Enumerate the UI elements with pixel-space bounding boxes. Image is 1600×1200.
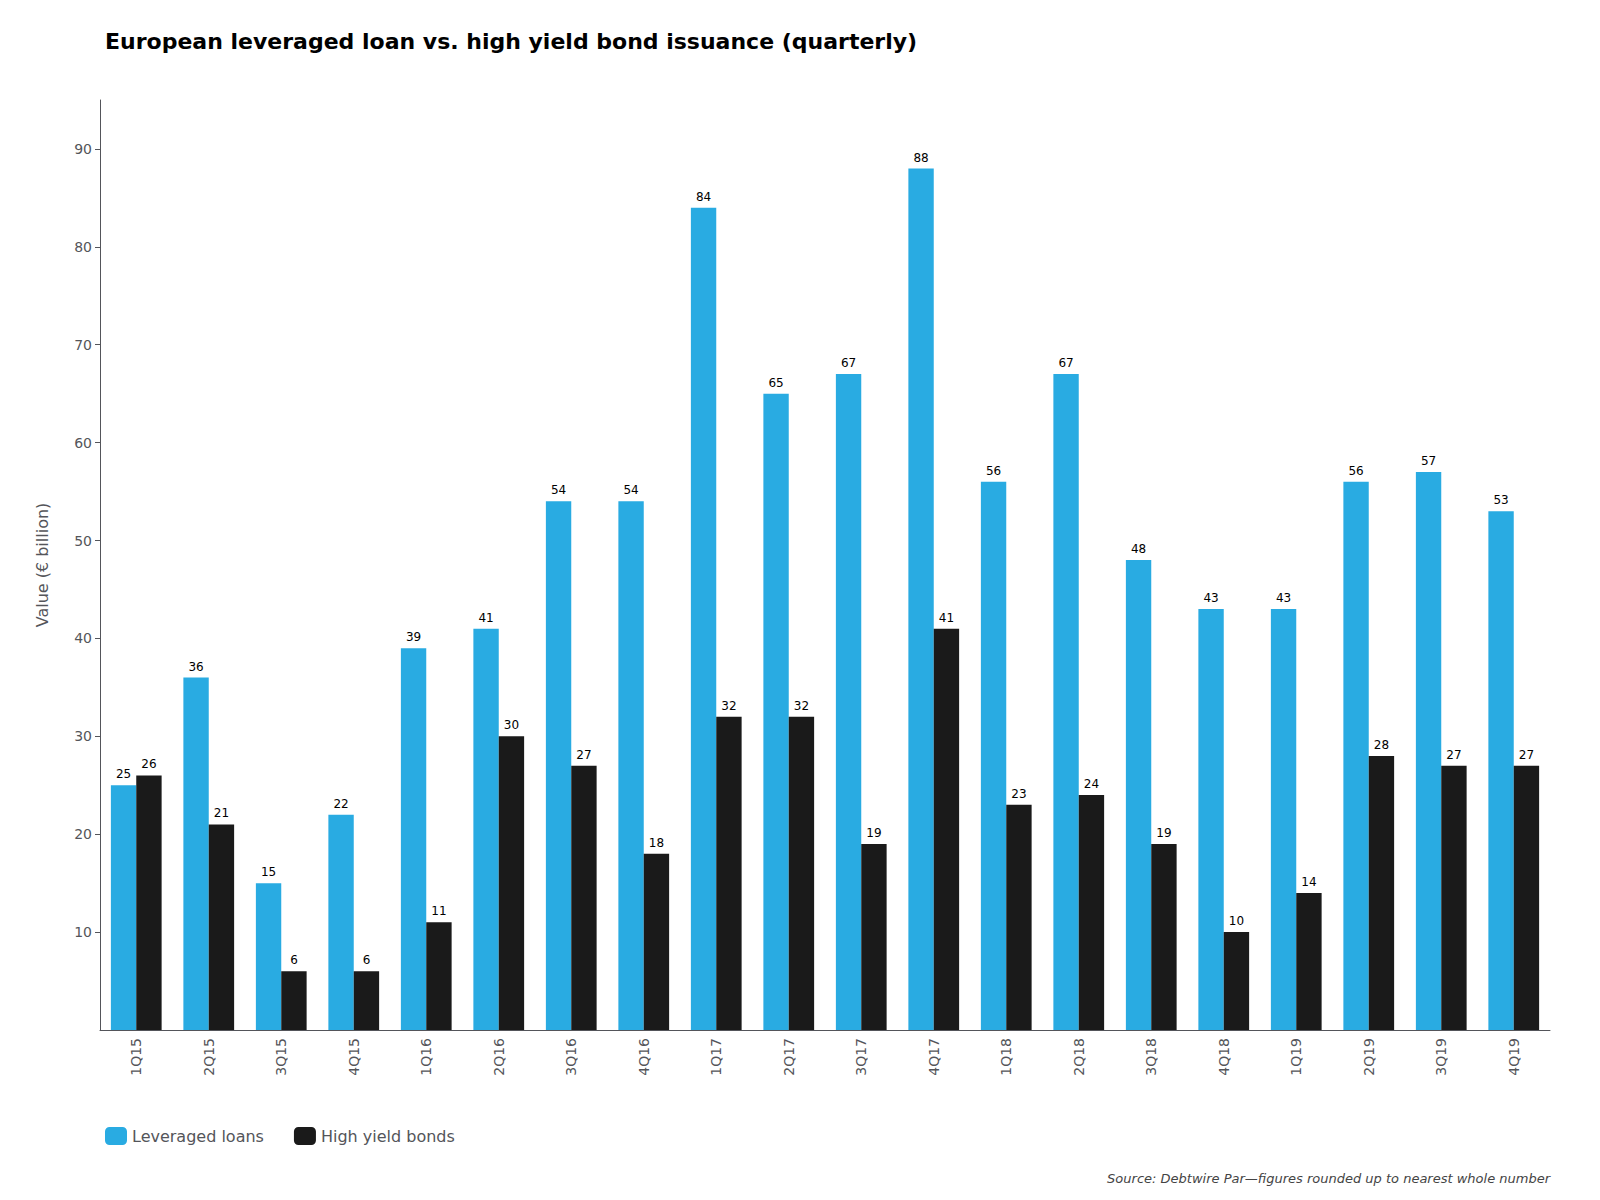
svg-text:80: 80 <box>74 239 92 255</box>
svg-text:6: 6 <box>290 953 298 967</box>
svg-text:22: 22 <box>333 797 348 811</box>
svg-text:3Q15: 3Q15 <box>273 1038 289 1076</box>
svg-text:Value (€ billion): Value (€ billion) <box>33 503 52 628</box>
svg-text:57: 57 <box>1421 454 1436 468</box>
svg-text:30: 30 <box>504 718 519 732</box>
svg-text:1Q17: 1Q17 <box>708 1038 724 1076</box>
svg-text:30: 30 <box>74 728 92 744</box>
svg-text:10: 10 <box>1229 914 1244 928</box>
svg-text:39: 39 <box>406 630 421 644</box>
svg-text:18: 18 <box>649 836 664 850</box>
svg-text:41: 41 <box>939 611 954 625</box>
svg-text:50: 50 <box>74 533 92 549</box>
svg-text:3Q18: 3Q18 <box>1143 1038 1159 1076</box>
svg-text:32: 32 <box>794 699 809 713</box>
svg-text:3Q17: 3Q17 <box>853 1038 869 1076</box>
svg-text:84: 84 <box>696 190 711 204</box>
svg-text:19: 19 <box>1156 826 1171 840</box>
svg-text:4Q16: 4Q16 <box>636 1038 652 1076</box>
svg-text:88: 88 <box>913 151 928 165</box>
svg-text:53: 53 <box>1493 493 1508 507</box>
svg-text:15: 15 <box>261 865 276 879</box>
svg-text:4Q19: 4Q19 <box>1506 1038 1522 1076</box>
svg-text:27: 27 <box>1446 748 1461 762</box>
svg-text:28: 28 <box>1374 738 1389 752</box>
svg-text:10: 10 <box>74 924 92 940</box>
svg-text:4Q18: 4Q18 <box>1216 1038 1232 1076</box>
svg-text:54: 54 <box>551 483 566 497</box>
svg-text:27: 27 <box>576 748 591 762</box>
svg-text:19: 19 <box>866 826 881 840</box>
svg-text:54: 54 <box>623 483 638 497</box>
svg-text:4Q15: 4Q15 <box>346 1038 362 1076</box>
svg-text:6: 6 <box>363 953 371 967</box>
svg-text:25: 25 <box>116 767 131 781</box>
svg-text:36: 36 <box>188 660 203 674</box>
svg-text:European leveraged loan vs. hi: European leveraged loan vs. high yield b… <box>105 29 917 54</box>
svg-text:1Q15: 1Q15 <box>128 1038 144 1076</box>
svg-text:41: 41 <box>478 611 493 625</box>
svg-text:26: 26 <box>141 757 156 771</box>
svg-text:67: 67 <box>1058 356 1073 370</box>
svg-text:2Q16: 2Q16 <box>491 1038 507 1076</box>
svg-text:65: 65 <box>768 376 783 390</box>
svg-text:24: 24 <box>1084 777 1099 791</box>
svg-text:1Q16: 1Q16 <box>418 1038 434 1076</box>
svg-text:High yield bonds: High yield bonds <box>321 1127 455 1146</box>
svg-text:14: 14 <box>1301 875 1316 889</box>
svg-text:70: 70 <box>74 337 92 353</box>
svg-text:2Q17: 2Q17 <box>781 1038 797 1076</box>
svg-text:2Q18: 2Q18 <box>1071 1038 1087 1076</box>
svg-text:Source: Debtwire Par—figures r: Source: Debtwire Par—figures rounded up … <box>1107 1171 1552 1186</box>
svg-text:60: 60 <box>74 435 92 451</box>
svg-text:23: 23 <box>1011 787 1026 801</box>
svg-text:56: 56 <box>1348 464 1363 478</box>
svg-text:56: 56 <box>986 464 1001 478</box>
svg-text:3Q19: 3Q19 <box>1433 1038 1449 1076</box>
svg-text:11: 11 <box>431 904 446 918</box>
svg-text:32: 32 <box>721 699 736 713</box>
svg-text:1Q19: 1Q19 <box>1288 1038 1304 1076</box>
svg-text:1Q18: 1Q18 <box>998 1038 1014 1076</box>
svg-text:4Q17: 4Q17 <box>926 1038 942 1076</box>
svg-text:40: 40 <box>74 630 92 646</box>
svg-text:2Q15: 2Q15 <box>201 1038 217 1076</box>
svg-text:90: 90 <box>74 141 92 157</box>
svg-text:48: 48 <box>1131 542 1146 556</box>
svg-text:43: 43 <box>1276 591 1291 605</box>
svg-text:43: 43 <box>1203 591 1218 605</box>
svg-text:67: 67 <box>841 356 856 370</box>
svg-text:2Q19: 2Q19 <box>1361 1038 1377 1076</box>
svg-text:Leveraged loans: Leveraged loans <box>132 1127 264 1146</box>
svg-text:3Q16: 3Q16 <box>563 1038 579 1076</box>
svg-text:27: 27 <box>1519 748 1534 762</box>
svg-text:20: 20 <box>74 826 92 842</box>
svg-text:21: 21 <box>214 806 229 820</box>
